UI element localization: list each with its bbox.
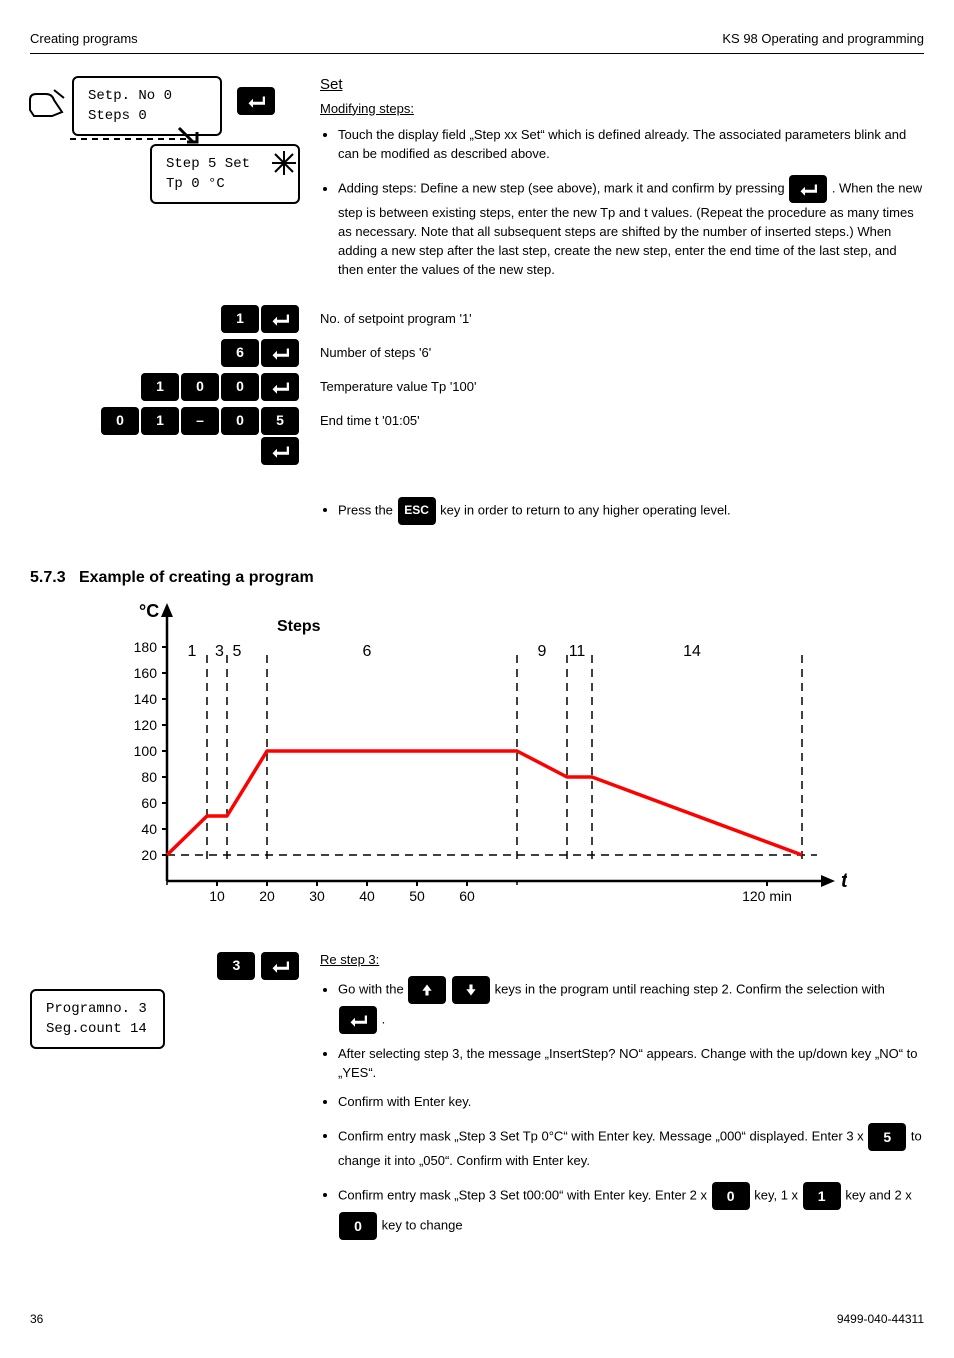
keyrow-text: End time t '01:05' [320, 406, 924, 466]
digit-key[interactable]: 3 [217, 952, 255, 980]
svg-text:1: 1 [188, 643, 197, 660]
lcd2-line1: Step 5 Set [166, 154, 284, 174]
enter-key[interactable] [261, 339, 299, 367]
digit-key[interactable]: 5 [261, 407, 299, 435]
section-title: 5.7.3 Example of creating a program [30, 566, 924, 589]
esc-bullet: Press the ESC key in order to return to … [338, 496, 924, 526]
enter-key[interactable] [261, 952, 299, 980]
lcdb-l1: Programno. 3 [46, 999, 149, 1019]
digit-key[interactable]: 1 [141, 407, 179, 435]
page-footer: 36 9499-040-44311 [30, 1311, 924, 1328]
svg-text:3: 3 [215, 643, 224, 660]
lcd2-line2: Tp 0 °C [166, 174, 284, 194]
header-left: Creating programs [30, 30, 138, 49]
svg-text:20: 20 [141, 847, 157, 863]
svg-text:10: 10 [209, 888, 225, 904]
temperature-profile-chart: °C t 20 40 60 80 100 120 140 160 180 10 20 30 40 50 60 12… [107, 601, 847, 927]
enter-key[interactable] [789, 175, 827, 203]
footer-left: 36 [30, 1311, 43, 1328]
esc-key[interactable]: ESC [398, 497, 436, 525]
svg-text:120 min: 120 min [742, 888, 792, 904]
set-bullet-2: Adding steps: Define a new step (see abo… [338, 174, 924, 279]
leader-line [70, 136, 190, 142]
lcd1-line1: Setp. No 0 [88, 86, 206, 106]
svg-text:5: 5 [233, 643, 242, 660]
enter-key[interactable] [261, 305, 299, 333]
svg-text:30: 30 [309, 888, 325, 904]
header-right: KS 98 Operating and programming [722, 30, 924, 49]
enter-key[interactable] [261, 437, 299, 465]
lcdb-l2: Seg.count 14 [46, 1019, 149, 1039]
svg-text:°C: °C [139, 601, 159, 621]
svg-text:t: t [841, 870, 847, 892]
digit-key[interactable]: – [181, 407, 219, 435]
digit-key[interactable]: 6 [221, 339, 259, 367]
keyrow-text: No. of setpoint program '1' [320, 304, 924, 334]
set-bullet-1: Touch the display field „Step xx Set“ wh… [338, 126, 924, 164]
digit-key[interactable]: 0 [221, 407, 259, 435]
set-heading: Set [320, 74, 924, 96]
bottom-b2: After selecting step 3, the message „Ins… [338, 1045, 924, 1083]
modify-heading: Modifying steps: [320, 100, 924, 119]
digit-key[interactable]: 0 [181, 373, 219, 401]
svg-text:9: 9 [538, 643, 547, 660]
re-step3-heading: Re step 3: [320, 951, 924, 970]
digit-key[interactable]: 0 [101, 407, 139, 435]
svg-text:50: 50 [409, 888, 425, 904]
digit-key[interactable]: 1 [141, 373, 179, 401]
enter-key[interactable] [339, 1006, 377, 1034]
digit-key[interactable]: 0 [221, 373, 259, 401]
svg-text:60: 60 [459, 888, 475, 904]
svg-text:40: 40 [359, 888, 375, 904]
digit-key[interactable]: 1 [221, 305, 259, 333]
bottom-b3: Confirm with Enter key. [338, 1093, 924, 1112]
svg-text:180: 180 [134, 639, 158, 655]
svg-text:11: 11 [569, 643, 586, 660]
blink-icon [271, 150, 297, 176]
digit-key[interactable]: 0 [339, 1212, 377, 1240]
digit-key[interactable]: 0 [712, 1182, 750, 1210]
svg-text:40: 40 [141, 821, 157, 837]
keyrow-text: Temperature value Tp '100' [320, 372, 924, 402]
enter-key[interactable] [261, 373, 299, 401]
arrow-up-key[interactable] [408, 976, 446, 1004]
lcd-bottom: Programno. 3 Seg.count 14 [30, 989, 165, 1050]
digit-key[interactable]: 1 [803, 1182, 841, 1210]
arrow-down-key[interactable] [452, 976, 490, 1004]
digit-key[interactable]: 5 [868, 1123, 906, 1151]
svg-text:80: 80 [141, 769, 157, 785]
svg-text:Steps: Steps [277, 618, 321, 635]
bottom-b4: Confirm entry mask „Step 3 Set Tp 0°C“ w… [338, 1122, 924, 1171]
svg-text:160: 160 [134, 665, 158, 681]
footer-right: 9499-040-44311 [837, 1311, 924, 1328]
svg-text:120: 120 [134, 717, 158, 733]
svg-text:14: 14 [683, 643, 701, 660]
svg-text:20: 20 [259, 888, 275, 904]
hand-icon [24, 82, 69, 127]
svg-text:140: 140 [134, 691, 158, 707]
page-header: Creating programs KS 98 Operating and pr… [30, 30, 924, 54]
svg-text:60: 60 [141, 795, 157, 811]
bottom-b1: Go with the keys in the program until re… [338, 975, 924, 1035]
keyrow-text: Number of steps '6' [320, 338, 924, 368]
svg-text:6: 6 [363, 643, 372, 660]
enter-key[interactable] [237, 87, 275, 115]
bottom-b5: Confirm entry mask „Step 3 Set t00:00“ w… [338, 1181, 924, 1241]
svg-text:100: 100 [134, 743, 158, 759]
